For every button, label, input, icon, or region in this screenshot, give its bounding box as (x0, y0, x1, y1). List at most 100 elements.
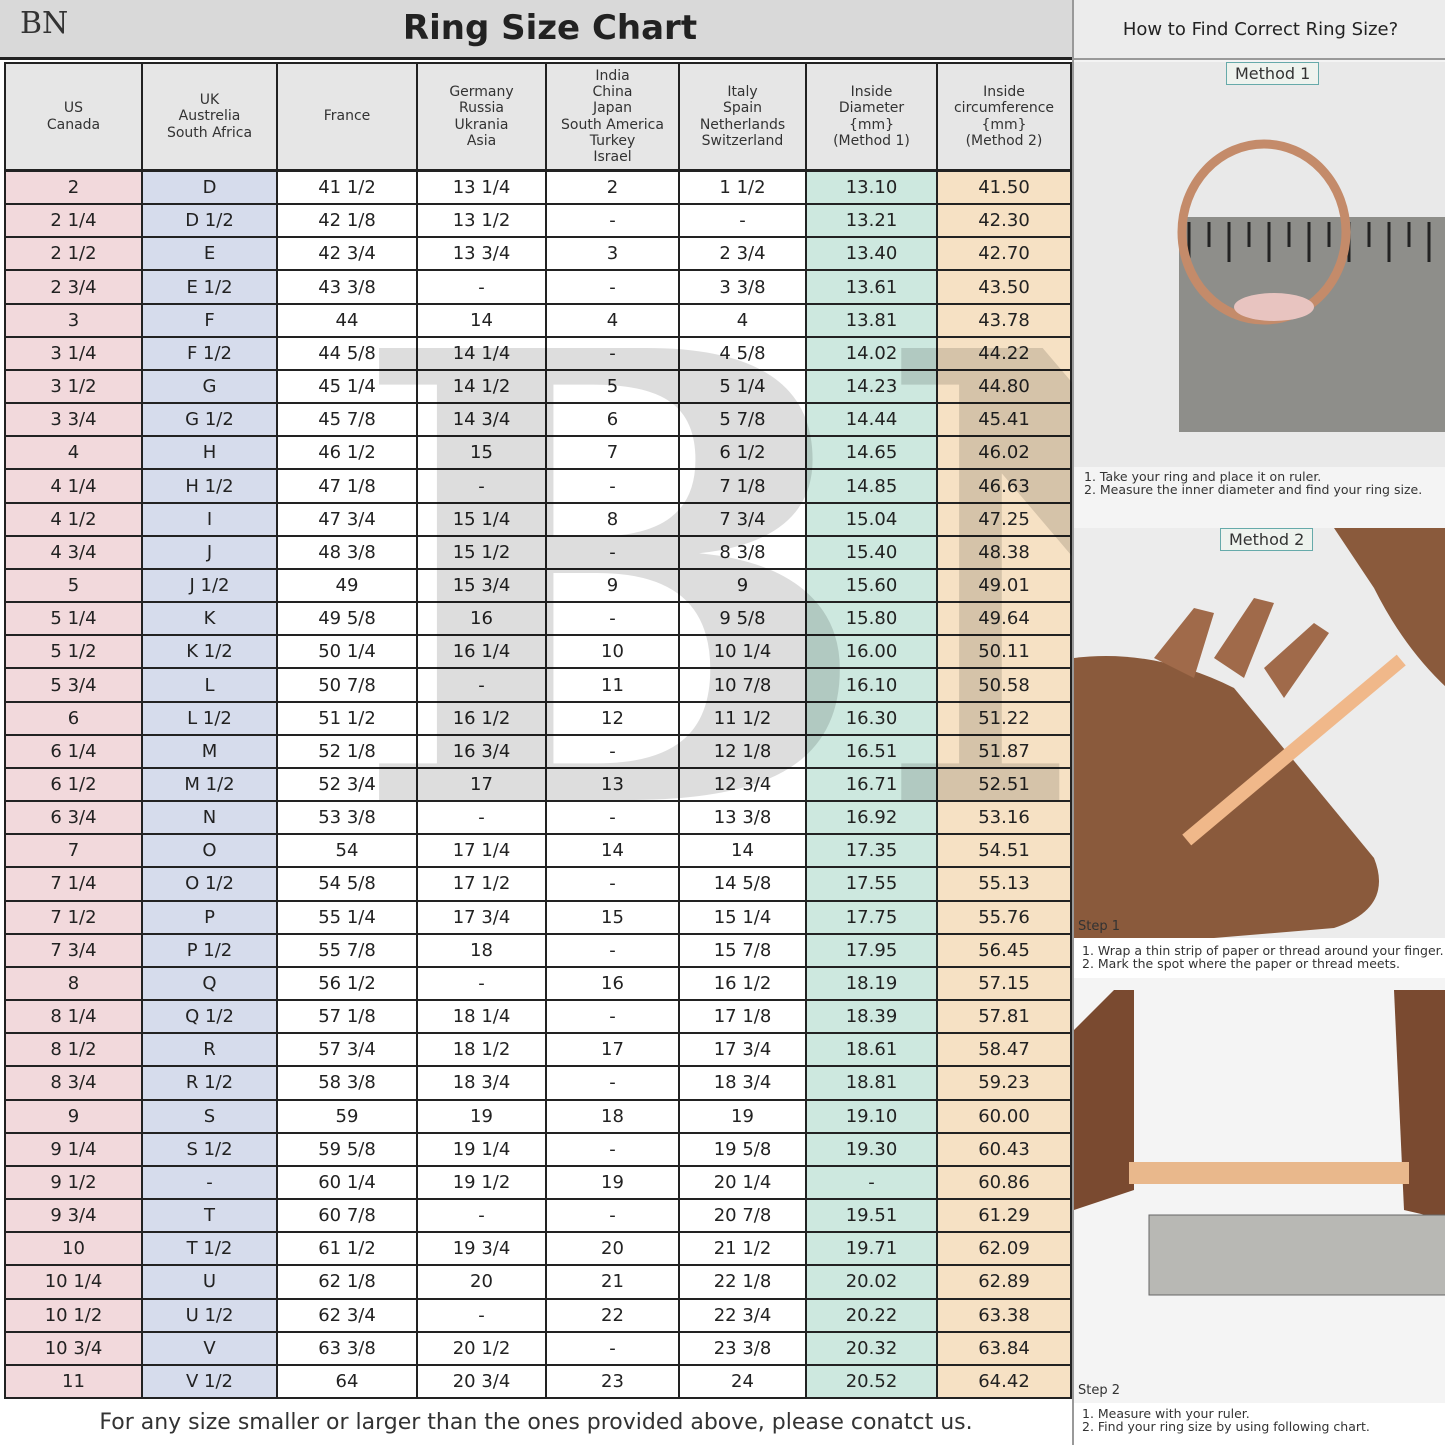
column-header: Inside circumference {mm} (Method 2) (938, 64, 1072, 172)
table-cell: 22 3/4 (680, 1299, 807, 1333)
method1-label: Method 1 (1226, 62, 1320, 85)
step1-caption-bg: 1. Wrap a thin strip of paper or thread … (1074, 938, 1445, 978)
table-cell: L 1/2 (143, 702, 278, 736)
table-cell: 10 1/2 (6, 1299, 143, 1333)
table-cell: 50.58 (938, 669, 1072, 703)
header-line: Inside (983, 84, 1025, 101)
table-cell: 17 3/4 (418, 901, 547, 935)
table-cell: 41.50 (938, 172, 1072, 206)
table-cell: 14 (680, 835, 807, 869)
header-line: {mm} (848, 116, 895, 133)
table-cell: 5 3/4 (6, 669, 143, 703)
table-cell: 44.22 (938, 337, 1072, 371)
table-cell: 9 3/4 (6, 1200, 143, 1234)
table-cell: 18 3/4 (680, 1067, 807, 1101)
method2-photo (1074, 528, 1445, 938)
header-line: UK (199, 92, 220, 109)
table-cell: 2 1/4 (6, 205, 143, 239)
table-cell: 19.51 (807, 1200, 938, 1234)
table-cell: 45.41 (938, 404, 1072, 438)
table-cell: K 1/2 (143, 636, 278, 670)
table-cell: - (547, 802, 680, 836)
table-cell: J (143, 536, 278, 570)
table-cell: 12 (547, 702, 680, 736)
table-cell: 62 1/8 (278, 1266, 418, 1300)
table-cell: U (143, 1266, 278, 1300)
table-cell: R 1/2 (143, 1067, 278, 1101)
table-cell: T 1/2 (143, 1233, 278, 1267)
table-cell: 44 5/8 (278, 337, 418, 371)
table-cell: 13 1/2 (418, 205, 547, 239)
table-cell: 52 1/8 (278, 735, 418, 769)
table-cell: 56.45 (938, 934, 1072, 968)
step2-photo (1074, 990, 1445, 1405)
table-cell: 5 1/2 (6, 636, 143, 670)
table-cell: 8 (547, 503, 680, 537)
table-cell: 16.92 (807, 802, 938, 836)
table-cell: 4 3/4 (6, 536, 143, 570)
table-cell: 63.84 (938, 1332, 1072, 1366)
table-cell: 19 3/4 (418, 1233, 547, 1267)
table-cell: 17 (418, 768, 547, 803)
table-cell: 63 3/8 (278, 1332, 418, 1366)
table-cell: 62.89 (938, 1266, 1072, 1300)
column-header: US Canada (6, 64, 143, 172)
table-cell: H (143, 437, 278, 471)
table-cell: 18 (418, 934, 547, 968)
table-cell: Q 1/2 (143, 1001, 278, 1035)
table-cell: R (143, 1034, 278, 1068)
table-cell: 9 (6, 1100, 143, 1134)
table-cell: 18 3/4 (418, 1067, 547, 1101)
table-cell: V 1/2 (143, 1365, 278, 1399)
table-cell: 51.87 (938, 735, 1072, 769)
header-line: Asia (466, 132, 497, 149)
method1-step: 2. Measure the inner diameter and find y… (1084, 482, 1423, 497)
header-line: US (63, 100, 84, 117)
table-cell: 60 7/8 (278, 1200, 418, 1234)
table-cell: 20 (418, 1266, 547, 1300)
table-cell: - (547, 337, 680, 371)
table-cell: 15 (547, 901, 680, 935)
table-cell: 57.15 (938, 967, 1072, 1002)
table-cell: 42.70 (938, 238, 1072, 272)
table-cell: D (143, 172, 278, 206)
table-cell: 17.75 (807, 901, 938, 935)
table-cell: M (143, 735, 278, 769)
header-line: France (323, 108, 371, 125)
table-cell: 14.23 (807, 370, 938, 405)
table-cell: 8 (6, 967, 143, 1002)
table-cell: 42 1/8 (278, 205, 418, 239)
table-cell: P (143, 901, 278, 935)
table-cell: 10 1/4 (6, 1266, 143, 1300)
table-cell: 23 3/8 (680, 1332, 807, 1366)
table-cell: D 1/2 (143, 205, 278, 239)
table-cell: T (143, 1200, 278, 1234)
table-cell: 17 (547, 1034, 680, 1068)
table-cell: 52 3/4 (278, 768, 418, 803)
table-cell: 7 3/4 (680, 503, 807, 537)
table-cell: 5 1/4 (680, 370, 807, 405)
table-cell: 13 (547, 768, 680, 803)
table-cell: N (143, 802, 278, 836)
table-cell: - (547, 536, 680, 570)
table-cell: 7 3/4 (6, 934, 143, 968)
header-line: Ukrania (454, 116, 509, 133)
table-cell: 60.86 (938, 1166, 1072, 1201)
side-title: How to Find Correct Ring Size? (1074, 0, 1445, 60)
method2-label: Method 2 (1220, 528, 1314, 551)
table-cell: 50.11 (938, 636, 1072, 670)
table-cell: 20.52 (807, 1365, 938, 1399)
table-cell: 16.71 (807, 768, 938, 803)
table-cell: - (418, 967, 547, 1002)
table-cell: 60.43 (938, 1133, 1072, 1167)
table-cell: - (547, 603, 680, 637)
table-cell: P 1/2 (143, 934, 278, 968)
table-cell: 62 3/4 (278, 1299, 418, 1333)
table-cell: 13.21 (807, 205, 938, 239)
table-cell: 19 (680, 1100, 807, 1134)
table-cell: - (680, 205, 807, 239)
table-cell: 13.10 (807, 172, 938, 206)
table-cell: 18.39 (807, 1001, 938, 1035)
header-line: Germany (449, 84, 514, 101)
